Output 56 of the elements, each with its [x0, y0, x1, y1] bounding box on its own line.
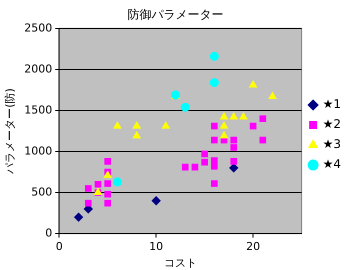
y-axis-title: パラメーター(防): [3, 88, 16, 175]
point: [201, 150, 208, 158]
point: [230, 112, 238, 120]
point: [268, 92, 276, 100]
point: [211, 136, 218, 144]
legend-label: ★2: [322, 117, 342, 132]
point: [104, 190, 112, 198]
point: [259, 136, 266, 144]
point: [230, 136, 238, 144]
point: [230, 144, 238, 151]
point: [152, 196, 161, 206]
point: [210, 52, 219, 61]
point: [180, 102, 190, 112]
point: [211, 122, 218, 130]
point: [74, 212, 84, 222]
point: [250, 122, 256, 130]
point: [210, 78, 219, 88]
point: [192, 164, 198, 170]
x-tick-label: 20: [246, 240, 260, 254]
point: [220, 112, 228, 120]
point: [112, 177, 122, 186]
point: [104, 180, 112, 187]
point: [211, 180, 218, 187]
point: [249, 80, 258, 88]
point: [182, 164, 189, 170]
legend-label: ★4: [322, 157, 342, 172]
point: [259, 115, 266, 122]
point: [230, 158, 238, 165]
point: [132, 131, 141, 138]
x-tick-label: 0: [56, 240, 63, 254]
point: [211, 162, 218, 170]
y-tick-label: 0: [45, 226, 52, 240]
point: [84, 200, 92, 207]
y-tick-label: 1500: [24, 103, 52, 116]
point: [104, 158, 112, 165]
point: [113, 122, 122, 129]
point: [220, 131, 228, 138]
point: [201, 158, 208, 166]
chart-title: 防御パラメーター: [128, 7, 224, 22]
point: [104, 170, 112, 178]
legend-label: ★1: [322, 97, 342, 112]
point: [84, 185, 92, 192]
legend-label: ★3: [322, 137, 342, 152]
point: [220, 122, 228, 129]
x-axis-title: コスト: [164, 256, 197, 270]
y-tick-label: 2000: [24, 62, 52, 76]
point: [94, 181, 102, 188]
point: [239, 112, 248, 120]
y-tick-label: 500: [31, 185, 52, 198]
point: [211, 157, 218, 164]
y-tick-label: 2500: [24, 21, 52, 34]
point: [132, 122, 141, 129]
x-tick-label: 10: [149, 240, 164, 254]
point: [162, 122, 170, 129]
y-tick-label: 1000: [24, 144, 52, 158]
point: [104, 200, 112, 207]
